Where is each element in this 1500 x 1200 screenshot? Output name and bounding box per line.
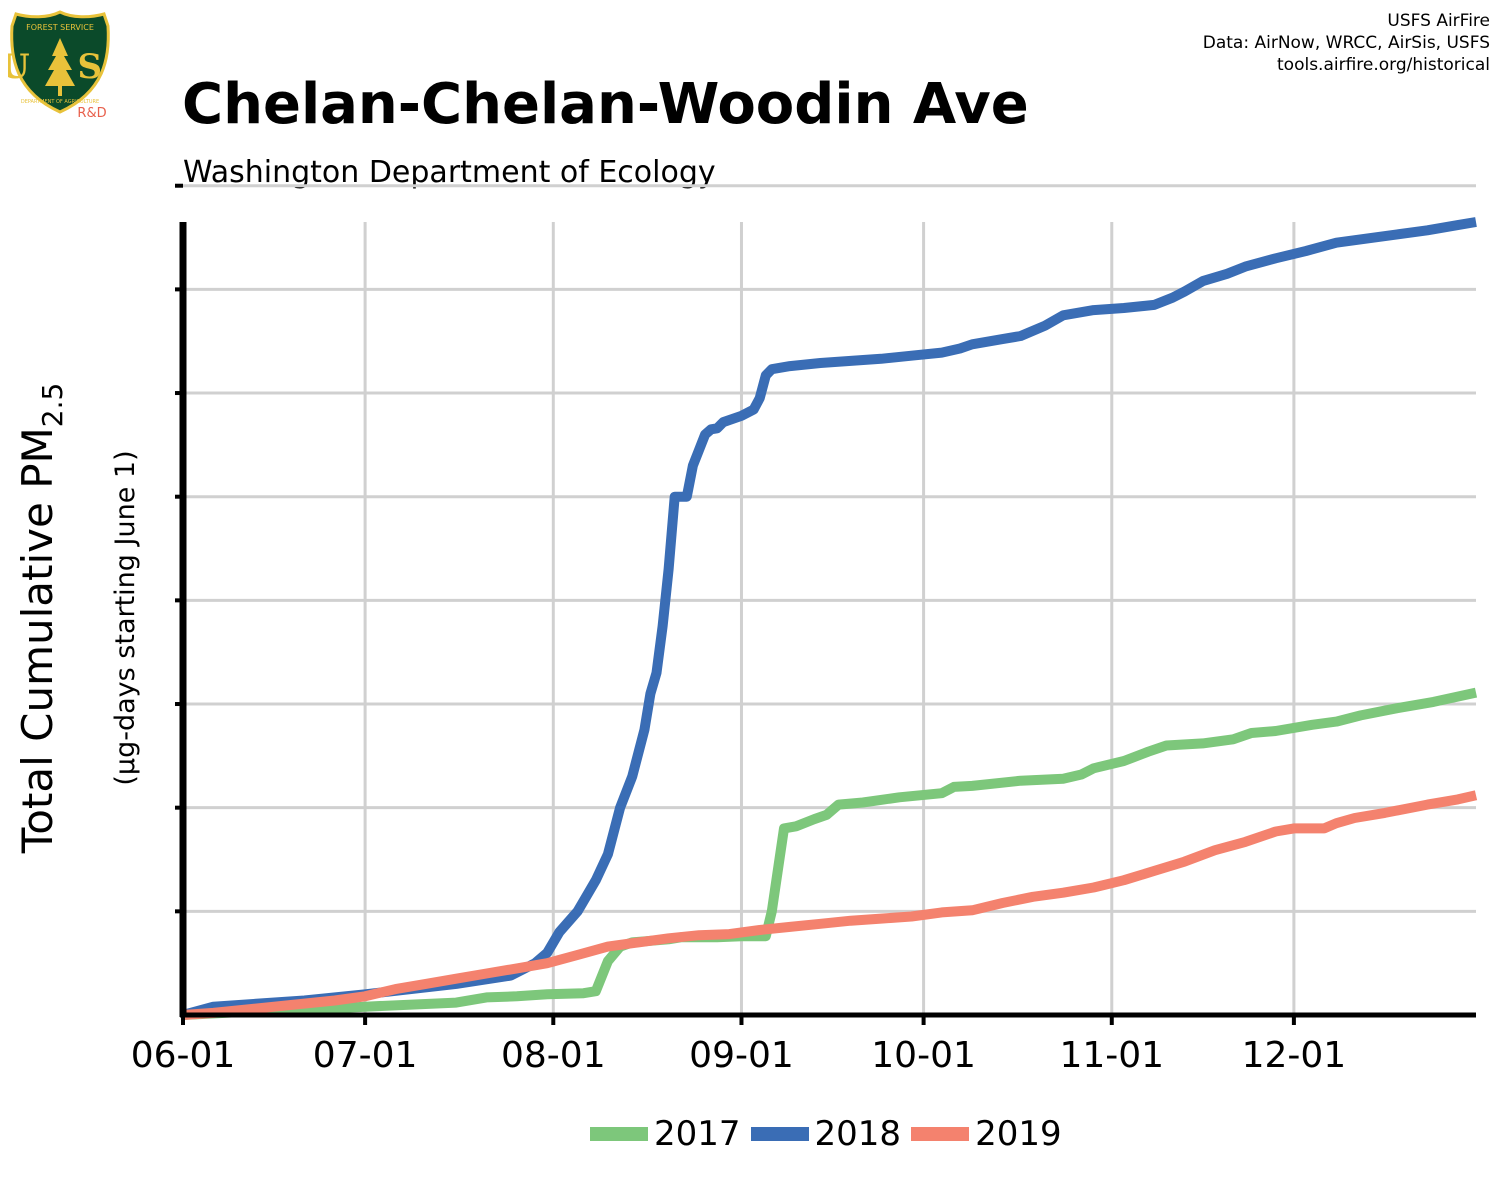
x-tick-label: 06-01 <box>131 1035 236 1076</box>
legend-label: 2018 <box>814 1114 902 1154</box>
logo-top-text: FOREST SERVICE <box>26 23 94 32</box>
x-tick-label: 09-01 <box>689 1035 794 1076</box>
credit-line-2: Data: AirNow, WRCC, AirSis, USFS <box>1202 33 1490 53</box>
x-tick-label: 08-01 <box>501 1035 606 1076</box>
y-axis-label: Total Cumulative PM2.5 <box>13 383 69 855</box>
legend-entry-2019: 2019 <box>911 1114 1062 1154</box>
x-tick-label: 07-01 <box>313 1035 418 1076</box>
y-axis-label-group: Total Cumulative PM2.5 <box>13 383 69 855</box>
chart-subtitle: Washington Department of Ecology <box>183 155 716 190</box>
grid <box>183 184 1476 1015</box>
x-tick-label: 12-01 <box>1242 1035 1347 1076</box>
axes: 06-01 07-01 08-01 09-01 10-01 11-01 12-01 <box>131 183 1476 1076</box>
legend-entry-2018: 2018 <box>750 1114 902 1154</box>
y-axis-units-group: (µg-days starting June 1) <box>110 450 141 785</box>
x-tick-label: 10-01 <box>871 1035 976 1076</box>
legend-label: 2019 <box>975 1114 1062 1154</box>
legend-swatch <box>911 1127 970 1141</box>
logo-badge: R&D <box>77 106 106 120</box>
legend-swatch <box>590 1127 648 1141</box>
legend: 2017 2018 2019 <box>590 1114 1072 1154</box>
legend-label: 2017 <box>654 1114 741 1154</box>
x-tick-label: 11-01 <box>1059 1035 1164 1076</box>
y-axis-label-subscript: 2.5 <box>36 383 69 428</box>
series-line-2017 <box>182 687 1478 1020</box>
legend-swatch <box>750 1127 809 1141</box>
series-line-2018 <box>181 217 1477 1020</box>
logo-bottom-text: DEPARTMENT OF AGRICULTURE <box>21 99 99 105</box>
usfs-logo: U S FOREST SERVICE DEPARTMENT OF AGRICUL… <box>8 10 112 120</box>
y-axis-label-main: Total Cumulative PM <box>13 427 62 854</box>
logo-letters: U S <box>8 47 112 87</box>
y-axis-units: (µg-days starting June 1) <box>110 450 141 785</box>
legend-entry-2017: 2017 <box>590 1114 741 1154</box>
credit-line-3: tools.airfire.org/historical <box>1277 55 1490 75</box>
series-lines <box>181 217 1478 1020</box>
credits: USFS AirFire Data: AirNow, WRCC, AirSis,… <box>1203 10 1490 76</box>
series-line-2019 <box>182 790 1478 1020</box>
tree-icon <box>45 38 75 96</box>
chart-title: Chelan-Chelan-Woodin Ave <box>182 72 1029 137</box>
credit-line-1: USFS AirFire <box>1387 11 1490 31</box>
